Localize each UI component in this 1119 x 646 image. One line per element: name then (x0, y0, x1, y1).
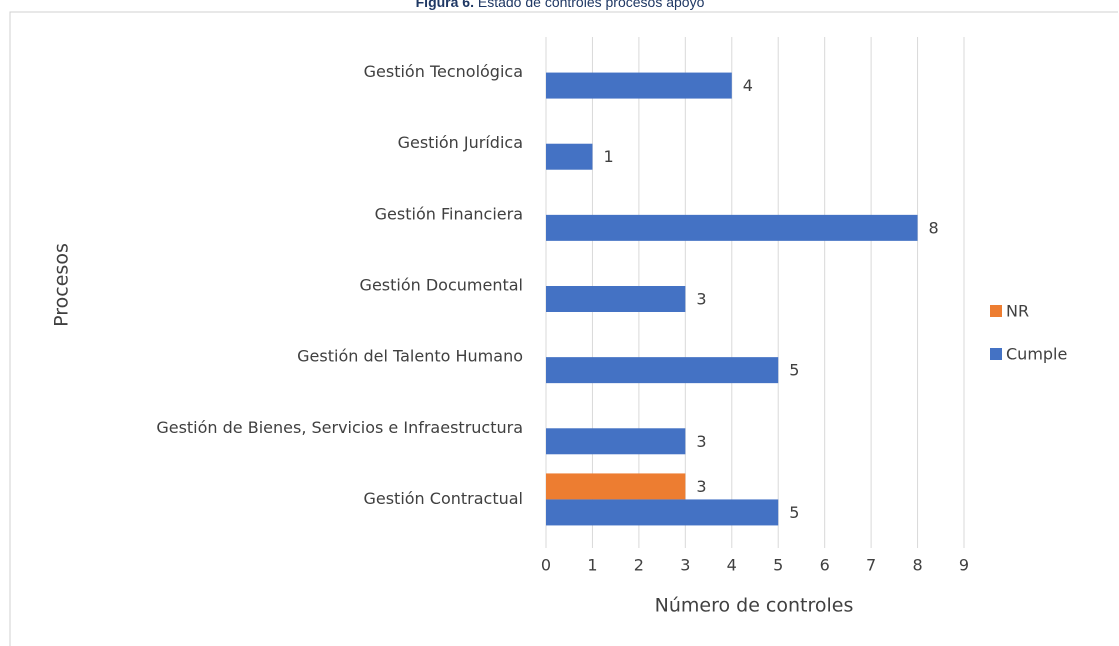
legend-label: NR (1006, 302, 1029, 321)
bar (546, 428, 686, 455)
bar (546, 143, 593, 170)
x-tick-label: 3 (680, 556, 690, 575)
legend-label: Cumple (1006, 345, 1067, 364)
x-tick-label: 7 (866, 556, 876, 575)
legend-swatch (990, 305, 1002, 317)
legend-swatch (990, 348, 1002, 360)
chart-title-group: Figura 6. Estado de controles procesos a… (416, 0, 705, 10)
data-label: 4 (743, 76, 753, 95)
data-label: 5 (789, 503, 799, 522)
data-label: 3 (696, 477, 706, 496)
x-tick-label: 2 (634, 556, 644, 575)
data-label: 3 (696, 290, 706, 309)
figure-label: Figura 6. (416, 0, 474, 10)
x-tick-label: 4 (727, 556, 737, 575)
chart-title: Estado de controles procesos apoyo (478, 0, 705, 10)
data-label: 1 (603, 147, 613, 166)
bar (546, 214, 918, 241)
bar (546, 72, 732, 99)
y-tick-label: Gestión Documental (360, 276, 523, 295)
y-tick-label: Gestión Tecnológica (364, 62, 523, 81)
x-tick-label: 6 (820, 556, 830, 575)
x-tick-label: 9 (959, 556, 969, 575)
y-tick-label: Gestión del Talento Humano (297, 347, 523, 366)
bar (546, 286, 686, 312)
bar (546, 357, 779, 384)
y-axis-title: Procesos (51, 243, 73, 327)
data-label: 3 (696, 432, 706, 451)
y-tick-label: Gestión Contractual (363, 489, 523, 508)
bar (546, 499, 779, 526)
x-tick-label: 8 (912, 556, 922, 575)
bar (546, 473, 686, 500)
x-tick-label: 5 (773, 556, 783, 575)
chart-frame (9, 11, 1118, 646)
data-label: 8 (929, 218, 939, 237)
x-axis-title: Número de controles (655, 595, 854, 617)
data-label: 5 (789, 361, 799, 380)
y-tick-label: Gestión Financiera (375, 204, 523, 223)
x-tick-label: 0 (541, 556, 551, 575)
x-tick-label: 1 (587, 556, 597, 575)
y-tick-label: Gestión de Bienes, Servicios e Infraestr… (156, 418, 523, 437)
y-tick-label: Gestión Jurídica (398, 133, 523, 152)
